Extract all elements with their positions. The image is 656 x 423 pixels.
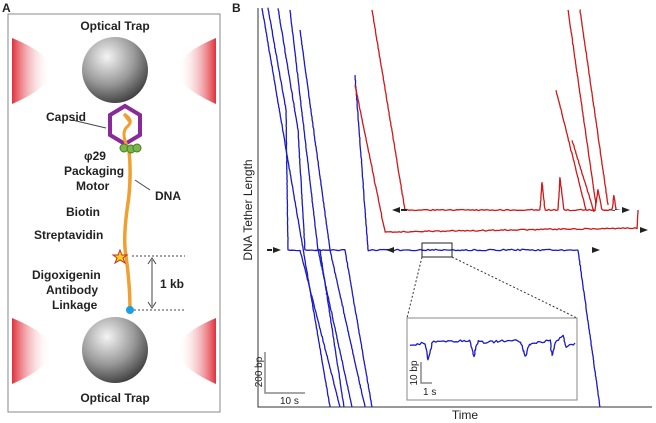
scale-label: 1 s [423,387,436,398]
trace [571,140,595,213]
packaged-dna [122,112,132,149]
inset [406,317,578,401]
zoom-lines [406,256,578,319]
label: Linkage [52,298,98,312]
label: Capsid [46,110,86,124]
scale-bar [264,352,432,394]
zoom-box [421,242,453,258]
trace [277,8,345,408]
trace [314,248,373,408]
axes [257,8,652,408]
trace [354,75,601,408]
scale-label: 200 bp [254,356,265,387]
label: Digoxigenin [32,268,101,282]
linkage [126,306,134,314]
trace [555,90,587,211]
trace [371,9,617,212]
trace [299,29,366,408]
top-trap-beam [12,38,216,104]
bottom-trap-beam [12,318,216,384]
trace [567,9,597,206]
label: DNA [155,189,181,203]
trace [579,9,609,206]
trace [267,7,341,408]
trap-label: Optical Trap [80,391,149,405]
label: Antibody [46,283,98,297]
arrows [267,207,648,253]
bead [82,37,148,103]
panel-label: B [232,1,241,15]
bead [82,317,148,383]
inset-trace [409,334,576,361]
streptavidin [111,248,129,265]
inset-trace [409,334,576,361]
pointer [71,119,185,311]
x-axis-label: Time [452,408,479,422]
label: Biotin [66,205,100,219]
dna [122,149,132,311]
motor [119,143,142,154]
label: Packaging [64,164,124,178]
label: φ29 [84,149,106,163]
panel-frame [7,13,221,413]
label: Motor [76,179,110,193]
trace [289,9,353,408]
trace [354,85,639,233]
y-axis-label: DNA Tether Length [241,159,255,260]
trace [261,8,331,408]
panel-label: A [2,1,11,15]
trap-label: Optical Trap [80,19,149,33]
label: 1 kb [160,277,184,291]
scale-label: 10 bp [409,360,420,385]
scale-label: 10 s [280,396,299,407]
label: Streptavidin [34,228,103,242]
traces [261,7,639,408]
